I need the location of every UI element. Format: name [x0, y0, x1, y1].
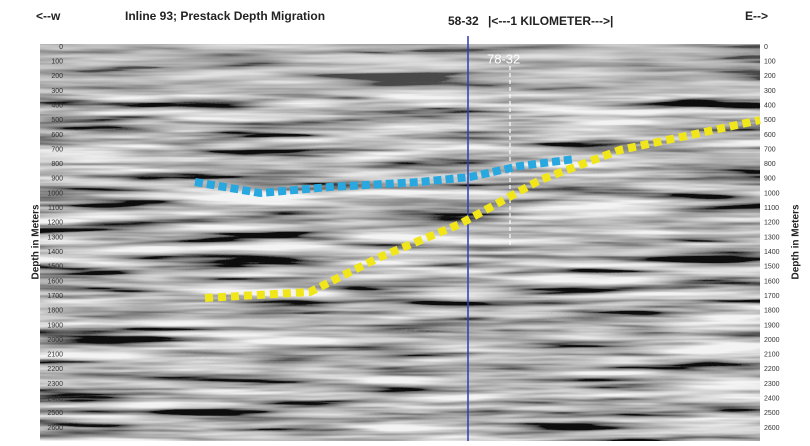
right-tick-label: 300	[764, 88, 776, 95]
right-tick-label: 2500	[764, 410, 780, 417]
right-tick-label: 2600	[764, 425, 780, 432]
scale-label: |<---1 KILOMETER--->|	[488, 14, 613, 28]
right-tick-label: 500	[764, 117, 776, 124]
left-tick-label: 200	[51, 73, 63, 80]
right-tick-label: 1000	[764, 190, 780, 197]
left-tick-label: 1300	[47, 234, 63, 241]
right-tick-label: 1500	[764, 264, 780, 271]
right-tick-label: 800	[764, 161, 776, 168]
right-tick-label: 1600	[764, 278, 780, 285]
left-tick-label: 0	[59, 44, 63, 51]
left-tick-label: 1700	[47, 293, 63, 300]
right-tick-label: 2100	[764, 352, 780, 359]
left-tick-label: 2000	[47, 337, 63, 344]
left-axis-label: Depth in Meters	[31, 204, 42, 279]
left-tick-label: 600	[51, 132, 63, 139]
right-tick-label: 2000	[764, 337, 780, 344]
left-tick-label: 1100	[48, 205, 63, 212]
left-tick-label: 1600	[47, 278, 63, 285]
right-tick-label: 600	[764, 132, 776, 139]
left-tick-label: 700	[51, 146, 63, 153]
left-tick-label: 2400	[47, 396, 63, 403]
right-tick-label: 1800	[764, 308, 780, 315]
right-tick-label: 1300	[764, 234, 780, 241]
right-tick-label: 900	[764, 176, 776, 183]
left-tick-label: 2500	[47, 410, 63, 417]
right-tick-label: 1100	[764, 205, 779, 212]
right-tick-label: 1900	[764, 322, 780, 329]
left-tick-label: 1900	[47, 322, 63, 329]
left-tick-label: 2600	[47, 425, 63, 432]
right-tick-label: 1700	[764, 293, 780, 300]
seismic-image	[40, 44, 760, 441]
seismic-figure: <--w Inline 93; Prestack Depth Migration…	[0, 0, 810, 441]
left-tick-label: 1200	[47, 220, 63, 227]
left-tick-label: 800	[51, 161, 63, 168]
left-tick-label: 300	[51, 88, 63, 95]
west-label: <--w	[36, 9, 61, 23]
well-78-32-label: 78-32	[487, 51, 520, 66]
right-tick-label: 1200	[764, 220, 780, 227]
left-tick-label: 400	[51, 102, 63, 109]
title: Inline 93; Prestack Depth Migration	[125, 9, 325, 23]
left-tick-label: 1000	[47, 190, 63, 197]
right-axis-label: Depth in Meters	[791, 204, 802, 279]
right-tick-label: 200	[764, 73, 776, 80]
right-tick-label: 400	[764, 102, 776, 109]
left-tick-label: 900	[51, 176, 63, 183]
right-tick-label: 2400	[764, 396, 780, 403]
east-label: E-->	[745, 9, 768, 23]
left-tick-label: 2200	[47, 366, 63, 373]
left-tick-label: 2100	[47, 352, 63, 359]
left-tick-label: 1400	[47, 249, 63, 256]
left-tick-label: 1500	[47, 264, 63, 271]
left-tick-label: 2300	[47, 381, 63, 388]
left-tick-label: 500	[51, 117, 63, 124]
right-tick-label: 1400	[764, 249, 780, 256]
left-tick-label: 1800	[47, 308, 63, 315]
left-tick-label: 100	[51, 58, 63, 65]
right-tick-label: 2200	[764, 366, 780, 373]
right-tick-label: 100	[764, 58, 776, 65]
well-label: 58-32	[448, 14, 479, 28]
right-tick-label: 700	[764, 146, 776, 153]
right-tick-label: 2300	[764, 381, 780, 388]
right-tick-label: 0	[764, 44, 768, 51]
